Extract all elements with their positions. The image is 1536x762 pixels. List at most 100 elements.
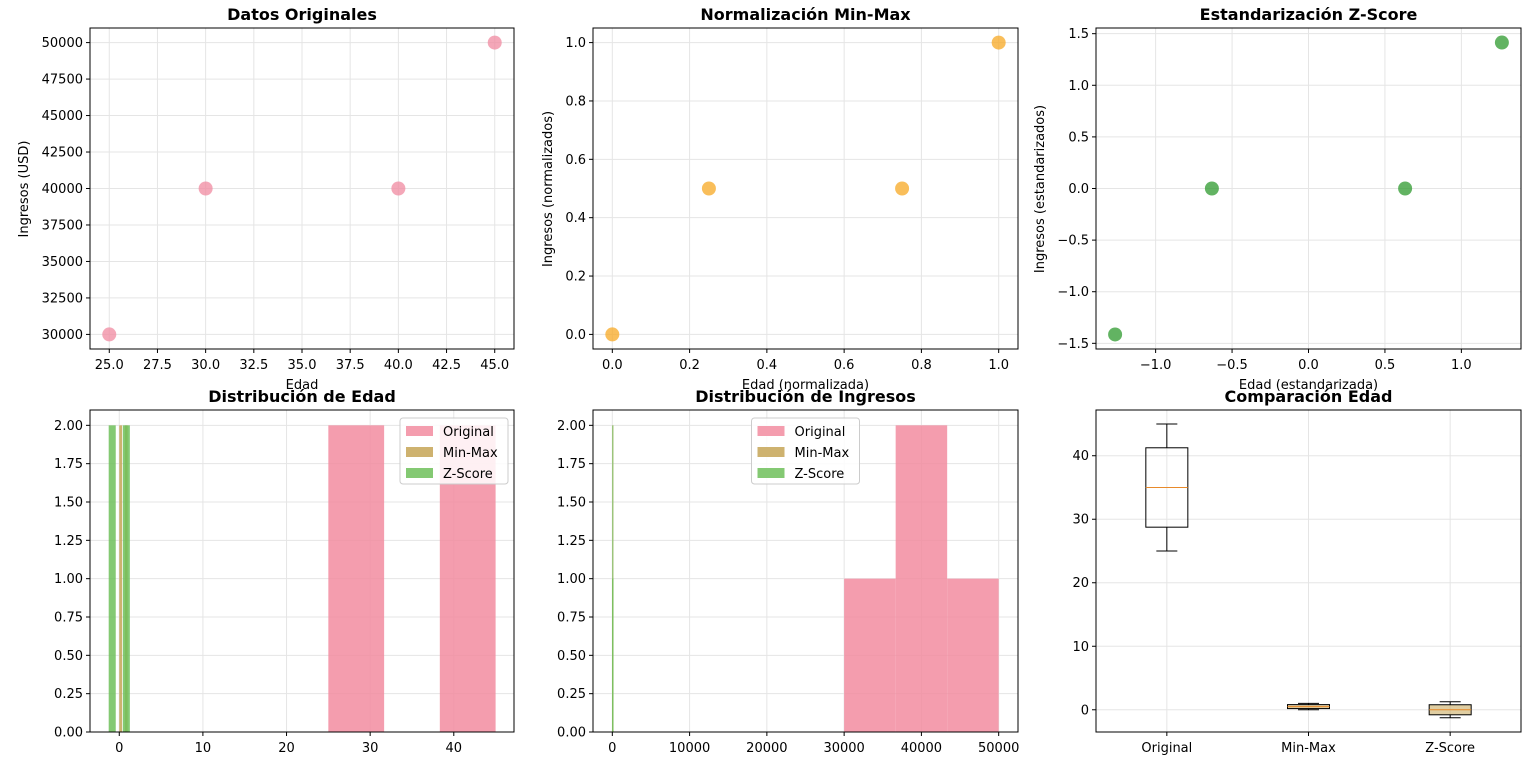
y-tick-label: 2.00 bbox=[54, 419, 83, 434]
x-tick-label: 0.6 bbox=[834, 358, 855, 373]
y-tick-label: −0.5 bbox=[1057, 234, 1089, 249]
legend-label: Original bbox=[795, 425, 846, 440]
x-tick-label: 20000 bbox=[746, 741, 787, 756]
x-tick-label: 45.0 bbox=[480, 358, 509, 373]
scatter-point bbox=[102, 327, 117, 342]
scatter-point bbox=[391, 181, 406, 196]
x-tick-label: 10 bbox=[195, 741, 212, 756]
x-tick-label: 0 bbox=[115, 741, 123, 756]
x-tick-label: 32.5 bbox=[239, 358, 268, 373]
legend-label: Original bbox=[443, 425, 494, 440]
y-tick-label: 42500 bbox=[42, 146, 83, 161]
legend-label: Min-Max bbox=[443, 446, 498, 461]
title-datos-originales: Datos Originales bbox=[227, 5, 377, 24]
scatter-point bbox=[1494, 35, 1509, 50]
y-tick-label: 30 bbox=[1072, 513, 1089, 528]
title-comparacion-edad: Comparación Edad bbox=[1225, 387, 1393, 406]
ylabel-ingresos-estandarizados: Ingresos (estandarizados) bbox=[1033, 105, 1048, 273]
y-tick-label: 0.50 bbox=[54, 649, 83, 664]
scatter-point bbox=[605, 327, 620, 342]
x-tick-label: 0.8 bbox=[911, 358, 932, 373]
legend-swatch bbox=[757, 468, 785, 478]
histogram-bar bbox=[844, 578, 896, 732]
legend-label: Z-Score bbox=[795, 467, 845, 482]
y-tick-label: 1.0 bbox=[1068, 79, 1089, 94]
y-tick-label: 0.00 bbox=[557, 726, 586, 741]
title-distribucion-edad: Distribución de Edad bbox=[208, 387, 396, 406]
x-tick-label: 42.5 bbox=[432, 358, 461, 373]
y-tick-label: 0.75 bbox=[557, 611, 586, 626]
y-tick-label: 0.5 bbox=[1068, 130, 1089, 145]
x-tick-label: 25.0 bbox=[95, 358, 124, 373]
x-tick-label: 30.0 bbox=[191, 358, 220, 373]
y-tick-label: 1.0 bbox=[565, 36, 586, 51]
y-tick-label: 1.25 bbox=[557, 534, 586, 549]
legend-swatch bbox=[406, 447, 433, 457]
axes-frame bbox=[592, 409, 1019, 733]
y-tick-label: 0.2 bbox=[565, 270, 586, 285]
ylabel-ingresos-normalizados: Ingresos (normalizados) bbox=[541, 111, 556, 267]
x-tick-label: 10000 bbox=[669, 741, 710, 756]
xlabel-edad-normalizada: Edad (normalizada) bbox=[742, 378, 869, 393]
y-tick-label: 32500 bbox=[42, 291, 83, 306]
x-tick-label: 27.5 bbox=[143, 358, 172, 373]
y-tick-label: 2.00 bbox=[557, 419, 586, 434]
y-tick-label: 1.5 bbox=[1068, 27, 1089, 42]
x-tick-label: 30000 bbox=[823, 741, 864, 756]
xlabel-edad-estandarizada: Edad (estandarizada) bbox=[1239, 378, 1378, 393]
scatter-point bbox=[991, 35, 1006, 50]
legend-label: Min-Max bbox=[795, 446, 850, 461]
histogram-bar bbox=[119, 425, 123, 732]
x-tick-label: 40000 bbox=[901, 741, 942, 756]
histogram-bar bbox=[612, 578, 614, 732]
y-tick-label: −1.0 bbox=[1057, 285, 1089, 300]
x-tick-label: 0.4 bbox=[757, 358, 778, 373]
x-tick-label: 37.5 bbox=[336, 358, 365, 373]
x-tick-label: 0.0 bbox=[602, 358, 623, 373]
x-tick-label: Z-Score bbox=[1425, 741, 1475, 756]
legend-swatch bbox=[757, 426, 785, 436]
x-tick-label: 0.5 bbox=[1375, 358, 1396, 373]
histogram-bar bbox=[947, 578, 999, 732]
title-distribucion-ingresos: Distribución de Ingresos bbox=[695, 387, 916, 406]
axes-frame bbox=[592, 27, 1019, 350]
x-tick-label: 40.0 bbox=[384, 358, 413, 373]
y-tick-label: 0 bbox=[1081, 703, 1089, 718]
histogram-bar bbox=[108, 425, 116, 732]
y-tick-label: 1.50 bbox=[54, 496, 83, 511]
y-tick-label: 0.75 bbox=[54, 611, 83, 626]
y-tick-label: 45000 bbox=[42, 109, 83, 124]
scatter-point bbox=[1108, 327, 1123, 342]
y-tick-label: 1.00 bbox=[54, 572, 83, 587]
panel-distribucion-edad: 0 10 20 30 40 0.00 0.25 0.50 0.75 1.00 1.25 1.50 1.7… bbox=[54, 409, 515, 756]
scatter-point bbox=[701, 181, 716, 196]
x-tick-label: 50000 bbox=[978, 741, 1019, 756]
y-tick-label: 40000 bbox=[42, 182, 83, 197]
x-tick-label: −1.0 bbox=[1140, 358, 1172, 373]
y-tick-label: 1.00 bbox=[557, 572, 586, 587]
scatter-point bbox=[1398, 181, 1413, 196]
y-tick-label: 0.50 bbox=[557, 649, 586, 664]
y-tick-label: 37500 bbox=[42, 218, 83, 233]
x-tick-label: 0.2 bbox=[679, 358, 700, 373]
y-tick-label: 0.25 bbox=[557, 687, 586, 702]
panel-estandarizacion-z-score: −1.0 −0.5 0.0 0.5 1.0 −1.5 −1.0 −0.5 0.0 0.5 1.0 1.… bbox=[1057, 27, 1522, 373]
y-tick-label: 0.25 bbox=[54, 687, 83, 702]
y-tick-label: 20 bbox=[1072, 576, 1089, 591]
y-tick-label: 1.50 bbox=[557, 496, 586, 511]
x-tick-label: Min-Max bbox=[1281, 741, 1336, 756]
x-tick-label: −0.5 bbox=[1216, 358, 1248, 373]
y-tick-label: 35000 bbox=[42, 255, 83, 270]
y-tick-label: 0.0 bbox=[565, 328, 586, 343]
scatter-point bbox=[198, 181, 213, 196]
y-tick-label: 0.4 bbox=[565, 211, 586, 226]
title-normalizacion: Normalización Min-Max bbox=[700, 5, 911, 24]
histogram-bar bbox=[895, 425, 948, 732]
y-tick-label: 1.25 bbox=[54, 534, 83, 549]
x-tick-label: 1.0 bbox=[988, 358, 1009, 373]
y-tick-label: 1.75 bbox=[557, 457, 586, 472]
y-tick-label: 30000 bbox=[42, 328, 83, 343]
y-tick-label: 40 bbox=[1072, 449, 1089, 464]
panel-datos-originales: 25.0 27.5 30.0 32.5 35.0 37.5 40.0 42.5 45.0 3000… bbox=[42, 27, 515, 373]
